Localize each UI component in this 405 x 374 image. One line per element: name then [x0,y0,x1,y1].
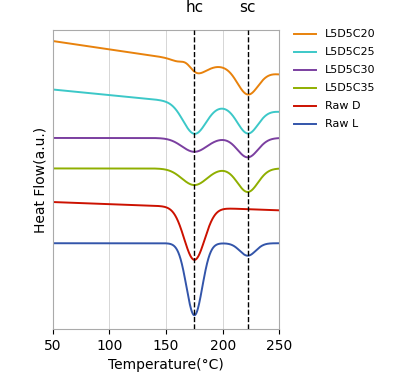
L5D5C35 [137,166,142,171]
L5D5C25 [90,91,94,96]
Raw L [90,241,94,245]
Raw D [248,207,253,212]
Text: sc: sc [239,0,256,15]
L5D5C20 [246,92,251,97]
L5D5C25 [147,97,152,101]
L5D5C30 [273,136,277,141]
Raw L [248,252,253,257]
L5D5C30 [248,154,253,159]
L5D5C30 [76,136,81,140]
Line: Raw D: Raw D [53,202,279,260]
L5D5C35 [248,189,253,193]
L5D5C30 [245,155,250,160]
Raw D [147,203,152,208]
Raw L [76,241,81,245]
L5D5C35 [245,190,250,194]
Raw L [277,241,282,245]
Raw D [90,201,94,206]
L5D5C20 [248,92,253,96]
L5D5C25 [248,131,253,135]
Raw D [192,258,197,262]
L5D5C25 [277,110,282,114]
L5D5C20 [76,43,81,47]
L5D5C20 [50,39,55,43]
L5D5C35 [90,166,94,171]
Raw L [50,241,55,245]
L5D5C20 [90,45,94,49]
Line: Raw L: Raw L [53,243,279,315]
Raw L [192,313,197,318]
L5D5C25 [273,110,277,114]
Raw D [273,208,277,212]
L5D5C30 [277,136,282,140]
Line: L5D5C35: L5D5C35 [53,168,279,192]
L5D5C30 [147,136,152,140]
L5D5C35 [273,167,277,171]
L5D5C20 [137,52,142,56]
L5D5C35 [50,166,55,171]
Raw D [76,201,81,205]
Raw D [137,203,142,208]
L5D5C30 [90,136,94,140]
L5D5C35 [76,166,81,171]
L5D5C30 [50,136,55,140]
Y-axis label: Heat Flow(a.u.): Heat Flow(a.u.) [33,126,47,233]
Line: L5D5C25: L5D5C25 [53,89,279,134]
L5D5C25 [192,132,197,136]
L5D5C35 [147,166,152,171]
Raw L [273,241,277,245]
L5D5C25 [76,90,81,94]
L5D5C30 [137,136,142,140]
Legend: L5D5C20, L5D5C25, L5D5C30, L5D5C35, Raw D, Raw L: L5D5C20, L5D5C25, L5D5C30, L5D5C35, Raw … [294,30,376,129]
L5D5C25 [137,96,142,100]
Raw D [50,200,55,204]
X-axis label: Temperature(°C): Temperature(°C) [108,358,224,373]
Line: L5D5C20: L5D5C20 [53,41,279,95]
Text: hc: hc [185,0,203,15]
L5D5C25 [50,87,55,92]
Raw L [137,241,142,245]
Raw D [277,208,282,212]
L5D5C35 [277,166,282,171]
Raw L [147,241,152,245]
L5D5C20 [147,53,152,58]
Line: L5D5C30: L5D5C30 [53,138,279,157]
L5D5C20 [277,72,282,77]
L5D5C20 [273,72,277,77]
